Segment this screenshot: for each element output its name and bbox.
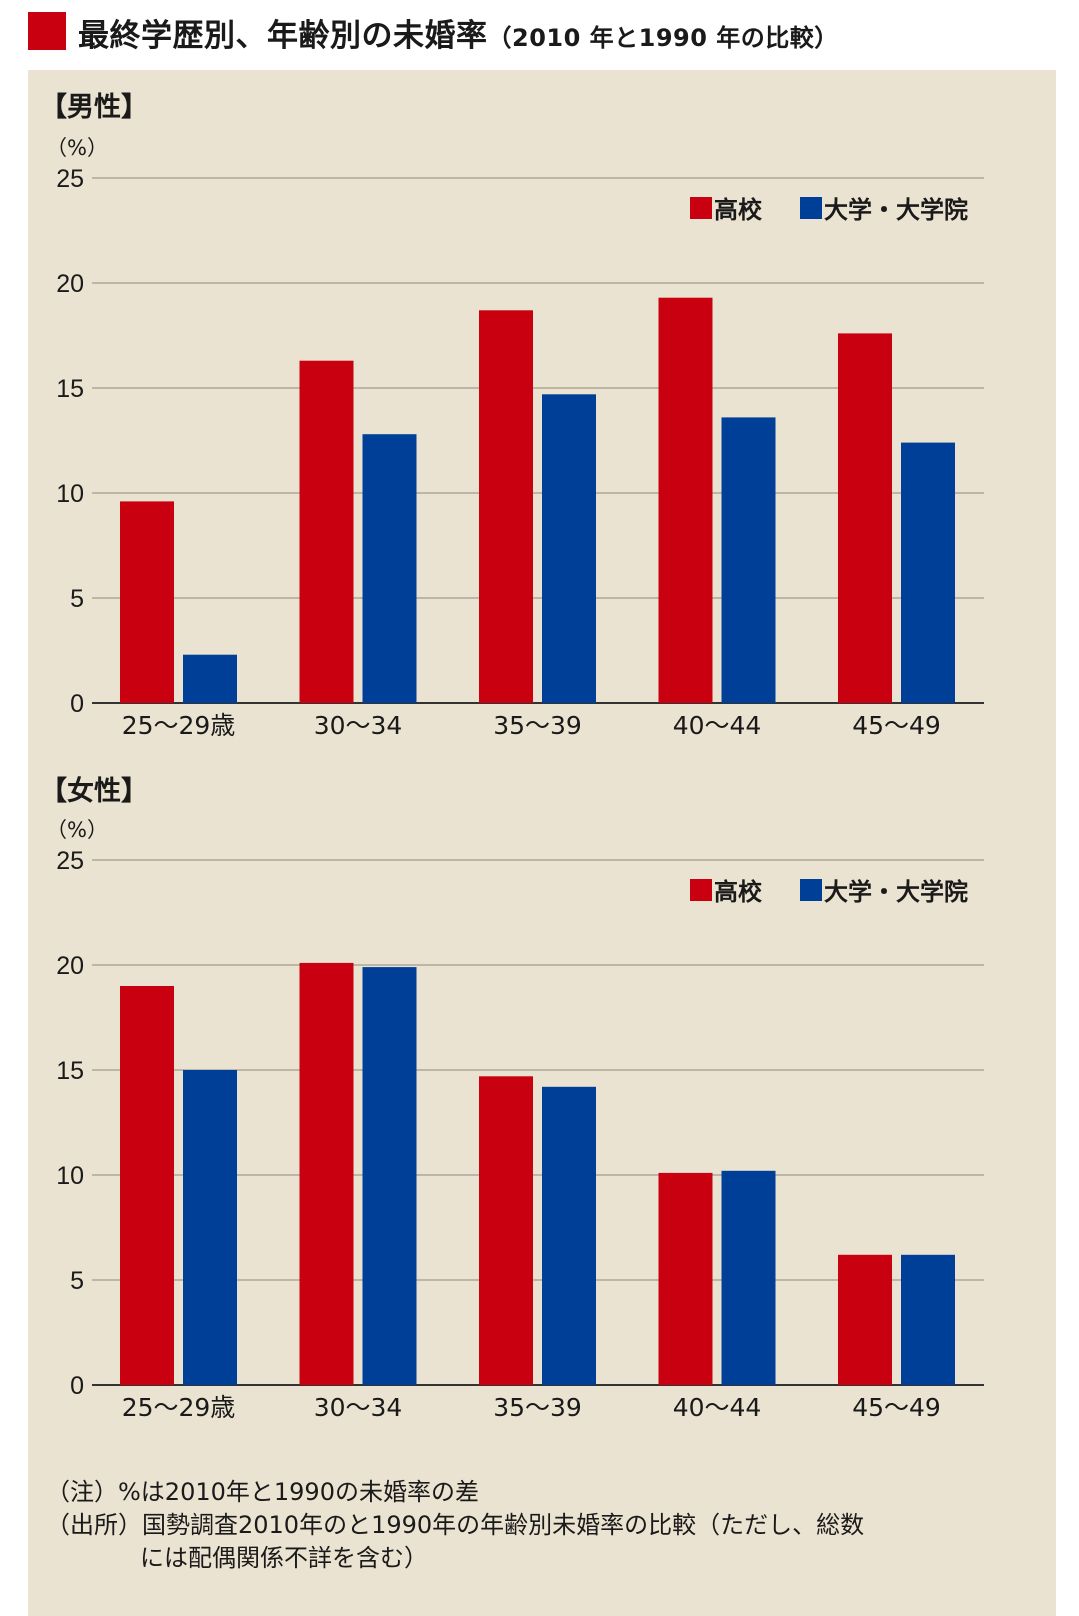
y-tick-label: 15 (56, 375, 84, 403)
y-axis-unit: （%） (46, 818, 108, 842)
bar-university (183, 1070, 237, 1385)
chart-title: 最終学歴別、年齢別の未婚率（2010 年と1990 年の比較） (78, 10, 839, 55)
legend-label-university: 大学・大学院 (824, 196, 968, 224)
legend-label-university: 大学・大学院 (824, 878, 968, 906)
bar-university (362, 434, 417, 703)
bar-university (721, 417, 776, 703)
note-line-1: （注）%は2010年と1990の未婚率の差 (46, 1478, 479, 1506)
bar-high-school (120, 986, 174, 1385)
bar-university (183, 654, 237, 703)
y-tick-label: 25 (56, 165, 84, 193)
y-tick-label: 10 (56, 1162, 84, 1190)
y-tick-label: 0 (70, 1372, 84, 1400)
bar-high-school (299, 360, 354, 703)
bar-high-school (299, 962, 354, 1385)
panel-label: 【女性】 (40, 775, 148, 807)
bar-university (721, 1170, 776, 1385)
y-tick-label: 10 (56, 480, 84, 508)
bar-university (901, 1254, 955, 1385)
bar-high-school (658, 1172, 713, 1385)
title-square-marker (28, 12, 66, 50)
x-tick-label: 30〜34 (314, 711, 403, 740)
y-tick-label: 5 (70, 585, 84, 613)
bar-university (542, 394, 596, 703)
y-tick-label: 15 (56, 1057, 84, 1085)
bar-high-school (120, 501, 174, 703)
note-line-3: には配偶関係不詳を含む） (140, 1544, 428, 1572)
y-tick-label: 20 (56, 952, 84, 980)
note-line-2: （出所）国勢調査2010年のと1990年の年齢別未婚率の比較（ただし、総数 (46, 1511, 865, 1539)
bar-high-school (838, 1254, 892, 1385)
panel-label: 【男性】 (40, 92, 148, 123)
chart-male: 【男性】 （%） 0 5 10 15 20 25 25〜29歳 30〜34 35〜39 40〜44 45… (40, 92, 984, 740)
bar-high-school (838, 333, 892, 703)
legend-swatch-university (800, 197, 822, 219)
y-tick-label: 0 (70, 690, 84, 718)
x-tick-label: 30〜34 (314, 1393, 403, 1422)
x-tick-label: 40〜44 (673, 1393, 762, 1422)
y-tick-label: 5 (70, 1267, 84, 1295)
legend-swatch-high-school (690, 197, 712, 219)
legend-swatch-high-school (690, 879, 712, 901)
y-tick-label: 20 (56, 270, 84, 298)
chart-title-main: 最終学歴別、年齢別の未婚率 (78, 18, 488, 54)
x-tick-label: 35〜39 (493, 711, 582, 740)
chart-title-sub: （2010 年と1990 年の比較） (487, 24, 839, 52)
legend-label-high-school: 高校 (714, 878, 763, 906)
x-tick-label: 45〜49 (852, 711, 941, 740)
bar-high-school (479, 1076, 533, 1385)
title-row: 最終学歴別、年齢別の未婚率（2010 年と1990 年の比較） (0, 0, 1079, 68)
chart-female: 【女性】 （%） 0 5 10 15 20 25 25〜29歳 30〜34 35〜39 40〜44 45… (40, 775, 984, 1422)
bar-high-school (658, 297, 713, 703)
bar-university (901, 442, 955, 703)
legend-swatch-university (800, 879, 822, 901)
notes: （注）%は2010年と1990の未婚率の差 （出所）国勢調査2010年のと199… (46, 1476, 1056, 1575)
bar-high-school (479, 310, 533, 703)
bar-university (362, 967, 417, 1385)
x-tick-label: 35〜39 (493, 1393, 582, 1422)
x-tick-label: 40〜44 (673, 711, 762, 740)
y-tick-label: 25 (56, 847, 84, 875)
x-tick-label: 25〜29歳 (122, 1393, 236, 1422)
x-tick-label: 45〜49 (852, 1393, 941, 1422)
legend-label-high-school: 高校 (714, 196, 763, 224)
x-tick-label: 25〜29歳 (122, 711, 236, 740)
bar-university (542, 1086, 596, 1385)
y-axis-unit: （%） (46, 136, 108, 160)
